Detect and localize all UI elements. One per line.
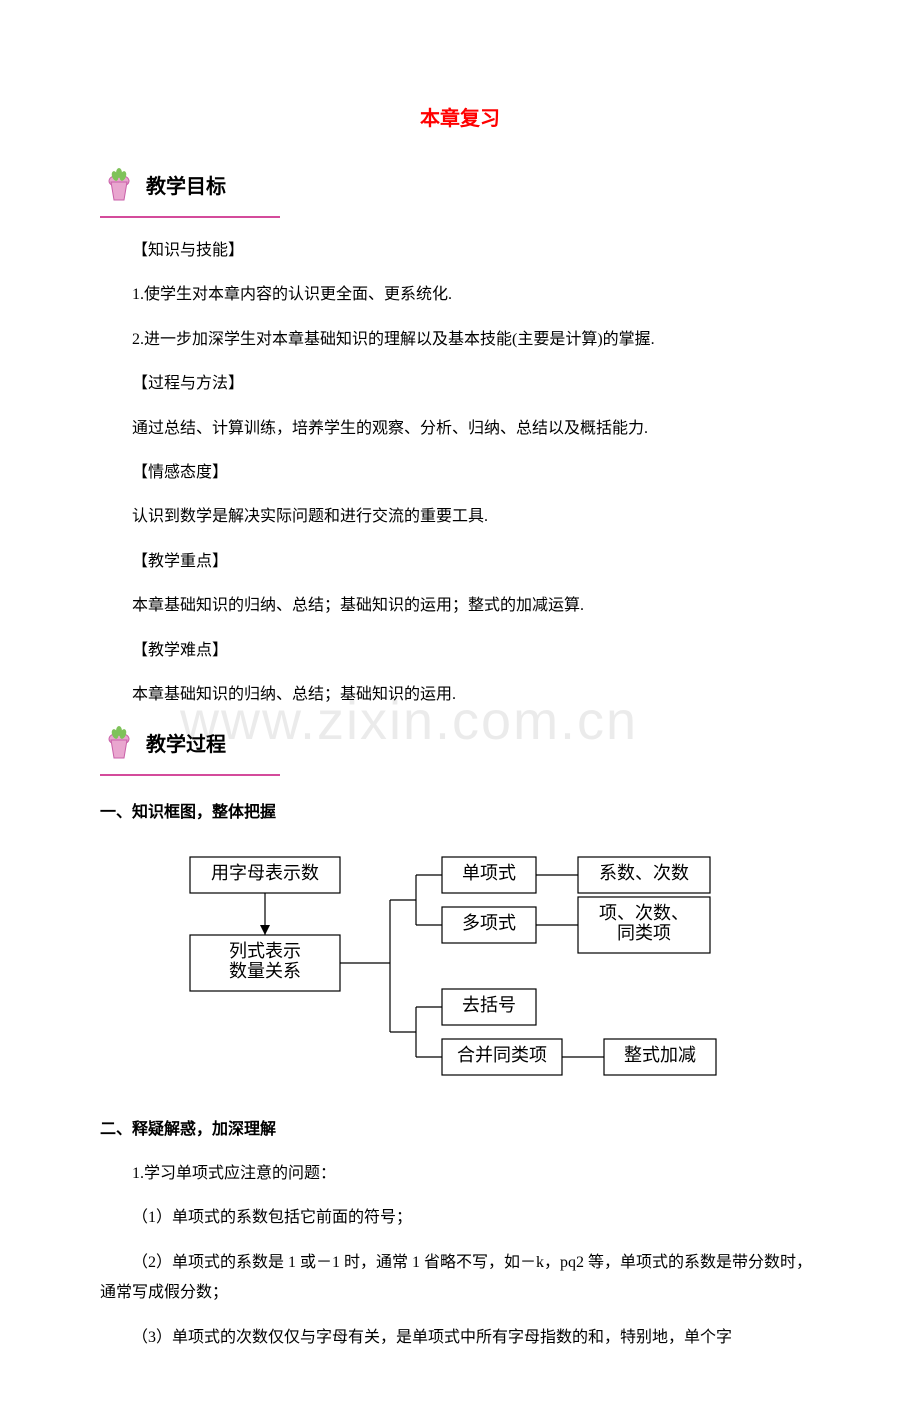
- svg-text:合并同类项: 合并同类项: [457, 1045, 547, 1065]
- svg-text:数量关系: 数量关系: [229, 961, 301, 981]
- subheading-clarify: 二、释疑解惑，加深理解: [100, 1115, 820, 1145]
- svg-text:同类项: 同类项: [617, 923, 671, 943]
- subheading-framework: 一、知识框图，整体把握: [100, 798, 820, 828]
- svg-text:列式表示: 列式表示: [229, 941, 301, 961]
- svg-text:用字母表示数: 用字母表示数: [211, 863, 319, 883]
- svg-text:整式加减: 整式加减: [624, 1045, 696, 1065]
- goal-item: 2.进一步加深学生对本章基础知识的理解以及基本技能(主要是计算)的掌握.: [100, 325, 820, 355]
- svg-text:项、次数、: 项、次数、: [599, 903, 689, 923]
- heading-knowledge-skill: 【知识与技能】: [100, 236, 820, 266]
- svg-text:系数、次数: 系数、次数: [599, 863, 689, 883]
- body-text: （2）单项式的系数是 1 或－1 时，通常 1 省略不写，如－k，pq2 等，单…: [100, 1248, 820, 1309]
- goal-item: 认识到数学是解决实际问题和进行交流的重要工具.: [100, 502, 820, 532]
- page-title: 本章复习: [100, 100, 820, 138]
- svg-text:单项式: 单项式: [462, 863, 516, 883]
- section-header-goals: 教学目标: [100, 168, 820, 206]
- flowerpot-icon: [100, 726, 138, 764]
- goal-item: 通过总结、计算训练，培养学生的观察、分析、归纳、总结以及概括能力.: [100, 414, 820, 444]
- goal-item: 本章基础知识的归纳、总结；基础知识的运用；整式的加减运算.: [100, 591, 820, 621]
- goal-item: 1.使学生对本章内容的认识更全面、更系统化.: [100, 280, 820, 310]
- knowledge-diagram: 用字母表示数列式表示数量关系 单项式多项式去括号合并同类项 系数、次数项、次数、同类…: [100, 849, 820, 1089]
- section-label-process: 教学过程: [146, 726, 226, 764]
- section-label-goals: 教学目标: [146, 168, 226, 206]
- heading-difficulty: 【教学难点】: [100, 636, 820, 666]
- svg-text:多项式: 多项式: [462, 913, 516, 933]
- body-text: （3）单项式的次数仅仅与字母有关，是单项式中所有字母指数的和，特别地，单个字: [100, 1323, 820, 1353]
- heading-emotion: 【情感态度】: [100, 458, 820, 488]
- goal-item: 本章基础知识的归纳、总结；基础知识的运用.: [100, 680, 820, 710]
- section-underline: [100, 774, 280, 776]
- heading-key-point: 【教学重点】: [100, 547, 820, 577]
- heading-process-method: 【过程与方法】: [100, 369, 820, 399]
- section-header-process: 教学过程: [100, 726, 820, 764]
- svg-text:去括号: 去括号: [462, 995, 516, 1015]
- body-text: 1.学习单项式应注意的问题：: [100, 1159, 820, 1189]
- body-text: （1）单项式的系数包括它前面的符号；: [100, 1203, 820, 1233]
- section-underline: [100, 216, 280, 218]
- flowerpot-icon: [100, 168, 138, 206]
